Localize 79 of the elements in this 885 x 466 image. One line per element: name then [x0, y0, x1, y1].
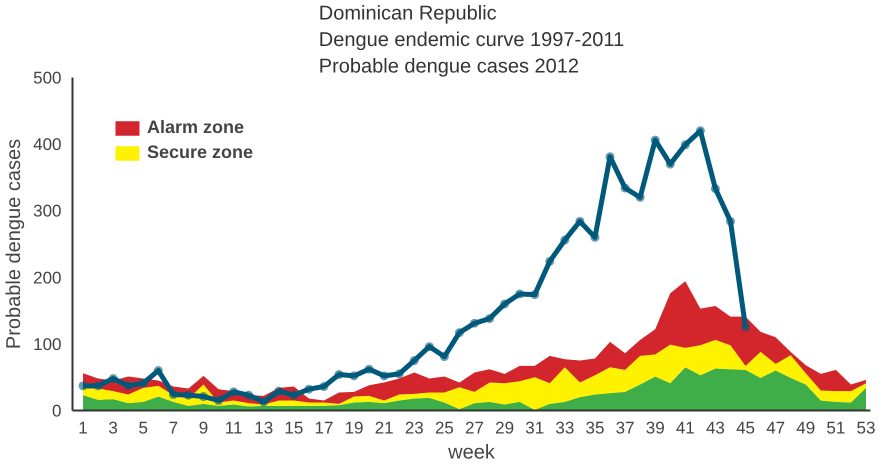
point — [198, 392, 208, 402]
point — [530, 290, 540, 300]
y-tick-label: 300 — [33, 202, 62, 221]
point — [620, 184, 630, 193]
point — [545, 256, 554, 266]
point — [214, 396, 224, 405]
y-tick-label: 500 — [33, 68, 62, 88]
x-tick-label: 35 — [586, 418, 604, 438]
point — [350, 371, 359, 380]
point — [500, 299, 510, 308]
point — [244, 390, 254, 400]
point — [94, 381, 103, 390]
x-tick-label: 31 — [525, 418, 544, 438]
x-tick-label: 13 — [254, 418, 274, 438]
legend-label: Secure zone — [147, 142, 254, 163]
point — [154, 366, 163, 376]
y-tick-label: 200 — [33, 268, 62, 288]
x-tick-label: 53 — [856, 418, 876, 438]
point — [334, 370, 344, 380]
x-tick-label: 15 — [284, 418, 304, 438]
point — [424, 342, 434, 352]
point — [289, 390, 298, 400]
x-tick-label: 9 — [198, 418, 208, 438]
point — [680, 140, 690, 150]
point — [560, 236, 570, 244]
point — [710, 184, 720, 194]
point — [274, 386, 284, 396]
x-tick-label: 33 — [555, 418, 574, 438]
point — [440, 352, 449, 362]
y-tick-label: 400 — [33, 135, 62, 154]
point — [168, 390, 178, 400]
x-tick-label: 25 — [434, 418, 454, 438]
x-tick-label: 17 — [314, 418, 334, 438]
point — [515, 289, 524, 298]
x-tick-label: 51 — [826, 418, 846, 438]
point — [364, 364, 374, 374]
point — [636, 192, 645, 202]
point — [108, 374, 118, 384]
point — [741, 322, 750, 332]
point — [138, 378, 148, 388]
point — [304, 384, 314, 394]
point — [485, 314, 494, 324]
x-tick-label: 37 — [616, 418, 635, 438]
x-tick-label: 47 — [766, 418, 786, 438]
point — [78, 381, 88, 390]
x-tick-label: 7 — [168, 418, 178, 438]
y-tick-label: 0 — [52, 402, 62, 420]
x-tick-label: 43 — [706, 418, 725, 438]
x-tick-label: 41 — [676, 418, 695, 438]
x-tick-label: 21 — [374, 418, 394, 438]
x-tick-label: 27 — [465, 418, 484, 438]
point — [666, 160, 675, 169]
point — [394, 369, 404, 378]
point — [470, 318, 480, 328]
point — [726, 216, 735, 226]
x-tick-label: 5 — [138, 418, 148, 438]
point — [410, 356, 419, 366]
y-tick-label: 100 — [33, 334, 62, 354]
y-axis-title: Probable dengue cases — [3, 138, 26, 350]
point — [454, 328, 464, 338]
x-tick-label: 39 — [646, 418, 665, 438]
x-tick-label: 23 — [404, 418, 424, 438]
x-tick-label: 3 — [108, 418, 118, 438]
point — [259, 397, 268, 406]
x-tick-label: 11 — [224, 418, 242, 438]
point — [124, 381, 133, 390]
x-tick-label: 19 — [344, 418, 364, 438]
point — [319, 382, 328, 392]
point — [575, 216, 584, 226]
point — [184, 390, 193, 400]
x-tick-label: 49 — [796, 418, 816, 438]
x-tick-label: 29 — [495, 418, 514, 438]
x-axis-title: week — [447, 442, 496, 464]
chart-title: Dominican Republic Dengue endemic curve 1997-2011 Probable dengue cases 2012 — [318, 2, 624, 78]
legend-label: Alarm zone — [147, 117, 244, 138]
point — [229, 387, 238, 396]
x-tick-label: 45 — [736, 418, 755, 438]
point — [380, 371, 389, 380]
x-tick-label: 1 — [78, 418, 88, 438]
